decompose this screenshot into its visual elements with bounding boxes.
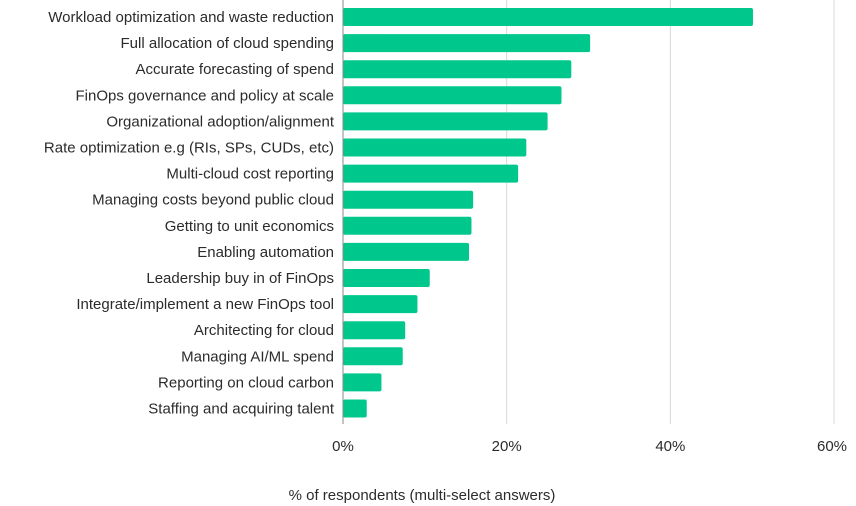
bar <box>343 295 418 314</box>
x-axis-title: % of respondents (multi-select answers) <box>289 487 556 504</box>
x-tick-label: 40% <box>655 438 685 455</box>
x-tick-label: 60% <box>817 438 847 455</box>
bar <box>343 138 527 157</box>
category-label: Multi-cloud cost reporting <box>166 166 334 183</box>
bar <box>343 164 519 183</box>
category-label: Full allocation of cloud spending <box>121 35 334 52</box>
category-label: Managing AI/ML spend <box>181 348 334 365</box>
bar <box>343 269 430 287</box>
bar <box>343 34 591 53</box>
category-labels: Workload optimization and waste reductio… <box>44 9 335 418</box>
category-label: Rate optimization e.g (RIs, SPs, CUDs, e… <box>44 140 334 157</box>
bar <box>343 373 382 392</box>
bar <box>343 399 367 418</box>
x-tick-label: 0% <box>332 438 354 455</box>
x-axis-ticks: 0% 20% 40% 60% <box>332 438 847 455</box>
bar <box>343 347 403 366</box>
category-label: Leadership buy in of FinOps <box>146 270 334 287</box>
bar <box>343 112 548 131</box>
category-label: Organizational adoption/alignment <box>106 113 334 130</box>
category-label: Accurate forecasting of spend <box>136 61 334 78</box>
bars <box>343 8 753 418</box>
category-label: Getting to unit economics <box>165 218 334 235</box>
category-label: Reporting on cloud carbon <box>158 374 334 391</box>
bar <box>343 8 753 26</box>
x-tick-label: 20% <box>492 438 522 455</box>
bar <box>343 321 406 340</box>
category-label: Staffing and acquiring talent <box>148 401 335 418</box>
bar <box>343 242 470 261</box>
bar <box>343 190 474 209</box>
category-label: Workload optimization and waste reductio… <box>48 9 334 26</box>
category-label: FinOps governance and policy at scale <box>76 87 334 104</box>
bar <box>343 86 562 105</box>
category-label: Enabling automation <box>197 244 334 261</box>
bar <box>343 216 472 235</box>
category-label: Architecting for cloud <box>194 322 334 339</box>
category-label: Managing costs beyond public cloud <box>92 192 334 209</box>
category-label: Integrate/implement a new FinOps tool <box>76 296 334 313</box>
bar <box>343 60 572 79</box>
